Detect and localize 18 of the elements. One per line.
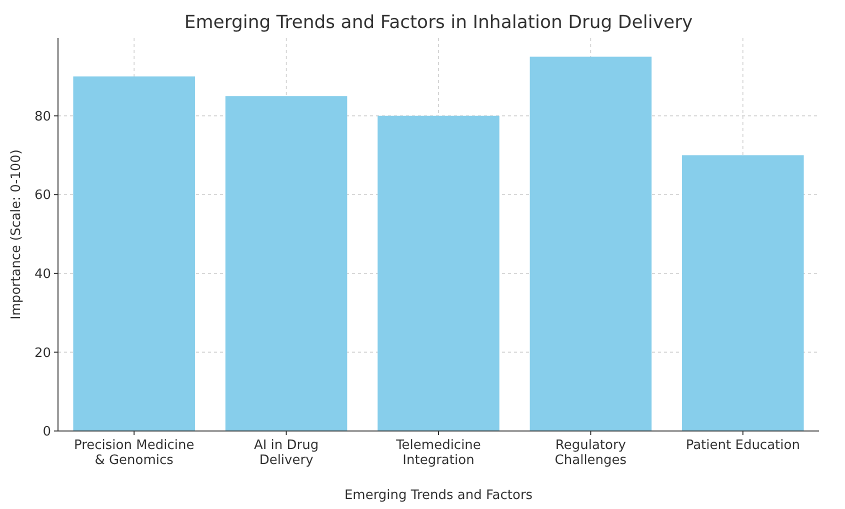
y-axis-title: Importance (Scale: 0-100) — [9, 149, 24, 320]
x-tick-label: Telemedicine Integration — [395, 438, 481, 468]
x-tick-label: Patient Education — [686, 438, 800, 453]
bar — [378, 116, 500, 431]
bar — [73, 76, 195, 431]
chart-title: Emerging Trends and Factors in Inhalation Drug Delivery — [184, 12, 693, 33]
x-axis-title: Emerging Trends and Factors — [344, 488, 533, 503]
y-tick-label: 20 — [34, 346, 51, 361]
y-tick-label: 40 — [34, 266, 51, 282]
y-tick-label: 80 — [34, 109, 51, 124]
bar — [530, 56, 652, 431]
bar — [682, 155, 804, 431]
x-tick-label: AI in Drug Delivery — [254, 438, 319, 468]
y-tick-label: 60 — [34, 188, 51, 204]
y-tick-label: 0 — [42, 424, 51, 440]
x-tick-label: Regulatory Challenges — [554, 438, 627, 468]
bar — [225, 96, 348, 431]
x-tick-label: Precision Medicine & Genomics — [74, 438, 194, 468]
